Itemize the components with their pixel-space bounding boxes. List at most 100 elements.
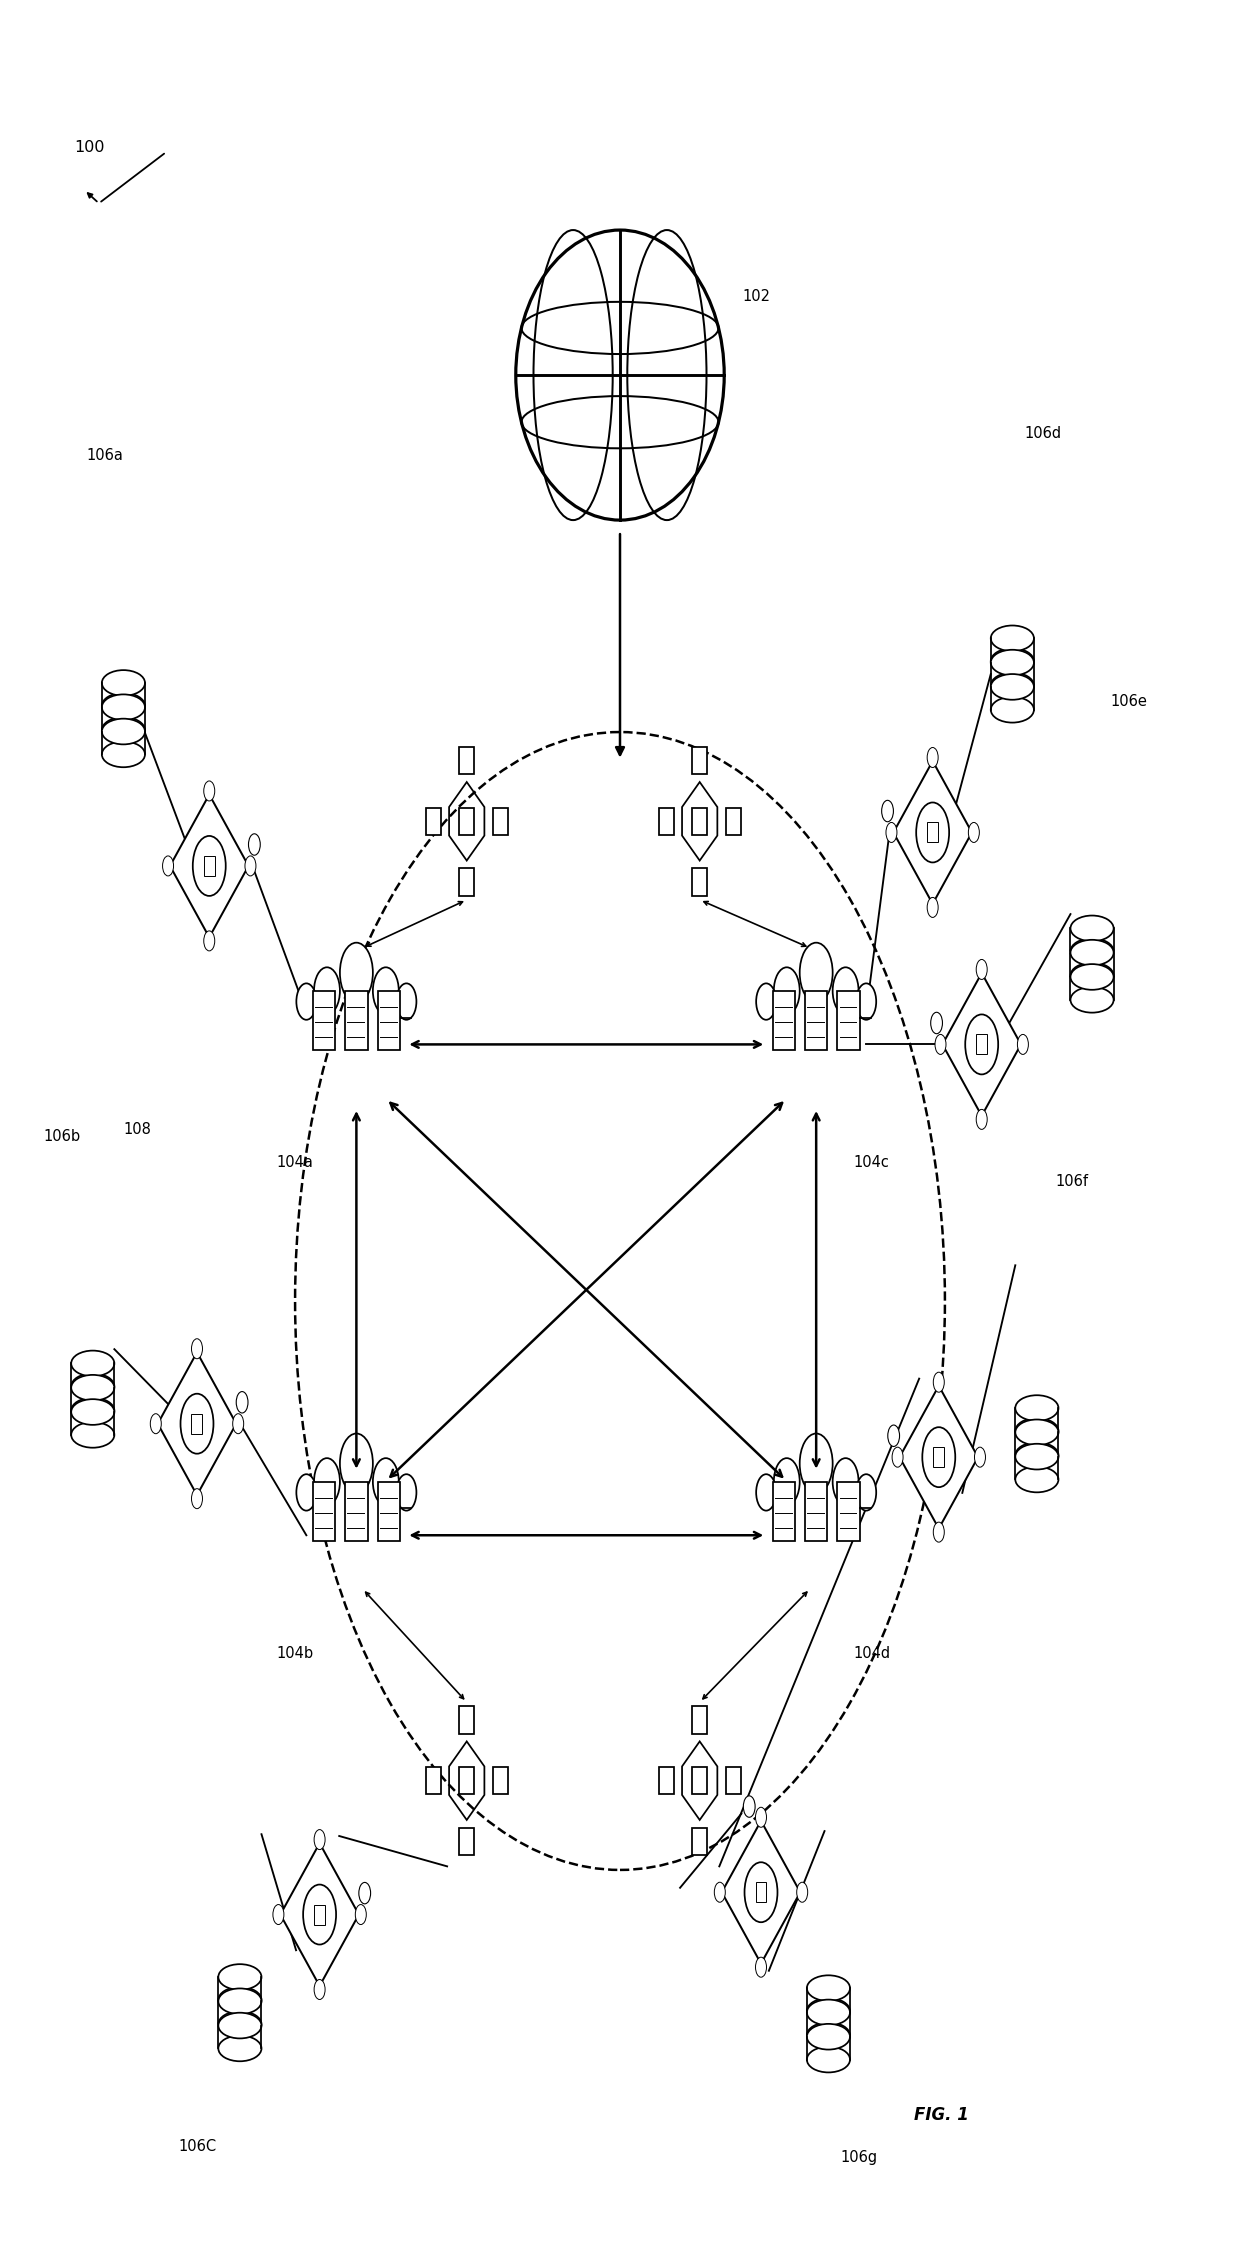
Circle shape	[397, 1475, 417, 1511]
Text: 106b: 106b	[43, 1129, 81, 1145]
Text: 104d: 104d	[853, 1646, 890, 1661]
Ellipse shape	[218, 2012, 262, 2036]
Ellipse shape	[991, 649, 1034, 676]
Circle shape	[150, 1414, 161, 1435]
Text: 104c: 104c	[853, 1156, 889, 1170]
Ellipse shape	[218, 1964, 262, 1989]
Polygon shape	[157, 1351, 237, 1495]
Bar	[377, 990, 401, 1051]
Ellipse shape	[1016, 1441, 1059, 1468]
Ellipse shape	[218, 1987, 262, 2014]
Circle shape	[714, 1881, 725, 1902]
Bar	[459, 1767, 474, 1794]
Bar	[692, 869, 707, 896]
Bar	[976, 1035, 987, 1055]
Bar	[755, 1881, 766, 1902]
Polygon shape	[894, 761, 972, 905]
Circle shape	[237, 1392, 248, 1412]
Text: 102: 102	[743, 290, 770, 305]
Ellipse shape	[102, 741, 145, 768]
Ellipse shape	[71, 1351, 114, 1376]
Circle shape	[314, 968, 340, 1015]
Bar	[312, 1482, 335, 1540]
Circle shape	[856, 1475, 877, 1511]
Circle shape	[976, 1109, 987, 1129]
Ellipse shape	[1070, 963, 1114, 988]
Ellipse shape	[102, 694, 145, 721]
Circle shape	[928, 898, 939, 918]
Ellipse shape	[807, 1998, 849, 2025]
Ellipse shape	[71, 1374, 114, 1399]
Ellipse shape	[1070, 916, 1114, 941]
Bar	[692, 1706, 707, 1733]
Ellipse shape	[1016, 1466, 1059, 1493]
Circle shape	[203, 932, 215, 952]
Ellipse shape	[1070, 963, 1114, 990]
Ellipse shape	[71, 1374, 114, 1401]
Polygon shape	[899, 1385, 978, 1529]
Circle shape	[931, 1012, 942, 1033]
Bar	[928, 822, 939, 842]
Circle shape	[191, 1338, 202, 1358]
Polygon shape	[280, 1843, 358, 1987]
Ellipse shape	[71, 1421, 114, 1448]
Circle shape	[233, 1414, 244, 1435]
Bar	[658, 1767, 673, 1794]
Text: 106g: 106g	[841, 2151, 878, 2164]
Circle shape	[832, 1459, 858, 1504]
Bar	[934, 1448, 945, 1468]
Bar	[692, 1827, 707, 1854]
Ellipse shape	[1016, 1394, 1059, 1421]
Bar	[837, 990, 859, 1051]
Bar	[459, 1827, 474, 1854]
Bar	[692, 748, 707, 775]
Circle shape	[191, 1488, 202, 1509]
Text: 104a: 104a	[277, 1156, 314, 1170]
Text: 106d: 106d	[1024, 427, 1061, 440]
Circle shape	[397, 983, 417, 1019]
Ellipse shape	[71, 1399, 114, 1426]
Ellipse shape	[807, 2047, 849, 2072]
Bar	[314, 1904, 325, 1924]
Circle shape	[968, 822, 980, 842]
Ellipse shape	[991, 674, 1034, 698]
Text: 100: 100	[74, 139, 105, 155]
Bar	[773, 1482, 795, 1540]
Ellipse shape	[991, 696, 1034, 723]
Circle shape	[885, 822, 897, 842]
Ellipse shape	[991, 649, 1034, 674]
Polygon shape	[170, 795, 248, 938]
Ellipse shape	[71, 1399, 114, 1423]
Ellipse shape	[102, 718, 145, 745]
Circle shape	[1017, 1035, 1028, 1055]
Bar	[459, 748, 474, 775]
Circle shape	[743, 1796, 755, 1816]
Ellipse shape	[1070, 938, 1114, 963]
Text: 106f: 106f	[1055, 1174, 1089, 1190]
Circle shape	[273, 1904, 284, 1924]
Ellipse shape	[218, 2036, 262, 2061]
Circle shape	[755, 1807, 766, 1827]
Bar	[492, 1767, 507, 1794]
Polygon shape	[942, 972, 1021, 1116]
Circle shape	[358, 1881, 371, 1904]
Ellipse shape	[807, 2025, 849, 2050]
Bar	[692, 808, 707, 835]
Circle shape	[882, 799, 894, 822]
Bar	[312, 990, 335, 1051]
Text: 106a: 106a	[87, 447, 124, 462]
Circle shape	[928, 748, 939, 768]
Circle shape	[832, 968, 858, 1015]
Circle shape	[340, 943, 373, 1004]
Circle shape	[373, 968, 399, 1015]
Bar	[459, 1706, 474, 1733]
Bar	[805, 990, 827, 1051]
Circle shape	[373, 1459, 399, 1504]
Circle shape	[800, 943, 832, 1004]
Circle shape	[975, 1448, 986, 1468]
Circle shape	[797, 1881, 807, 1902]
Polygon shape	[722, 1821, 800, 1964]
Ellipse shape	[1016, 1444, 1059, 1470]
Circle shape	[162, 855, 174, 876]
Ellipse shape	[1070, 941, 1114, 965]
